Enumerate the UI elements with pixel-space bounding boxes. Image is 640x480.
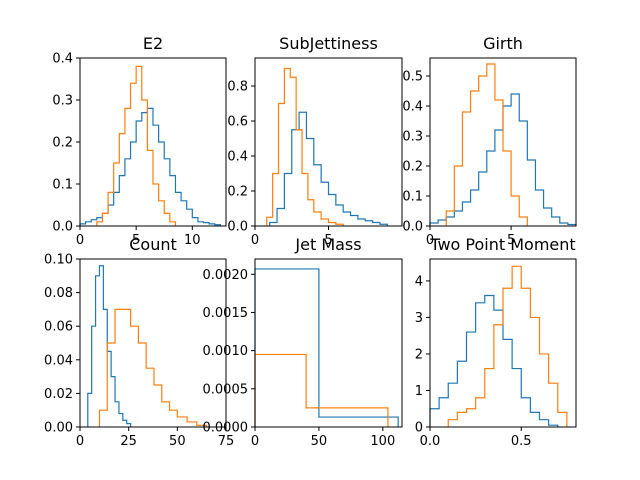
histogram-series-2 bbox=[447, 265, 568, 427]
histogram-series-1 bbox=[87, 265, 132, 427]
y-tick-label: 0.10 bbox=[44, 253, 73, 268]
x-tick-label: 75 bbox=[218, 434, 235, 449]
y-tick-label: 0.2 bbox=[402, 160, 423, 175]
y-tick-label: 0.0005 bbox=[203, 382, 249, 397]
y-tick-label: 0.0020 bbox=[203, 268, 249, 283]
x-tick-label: 0.0 bbox=[420, 434, 441, 449]
axes-frame bbox=[254, 258, 403, 428]
y-tick-label: 0.1 bbox=[52, 178, 73, 193]
y-tick-label: 0.0 bbox=[52, 220, 73, 235]
y-tick-label: 4 bbox=[415, 274, 423, 289]
y-tick-label: 0.04 bbox=[44, 353, 73, 368]
y-tick-label: 0.1 bbox=[402, 190, 423, 205]
subplot-title: Girth bbox=[483, 34, 523, 53]
x-tick-label: 10 bbox=[184, 233, 201, 248]
y-tick-label: 0.0015 bbox=[203, 306, 249, 321]
y-tick-label: 0.0000 bbox=[203, 421, 249, 436]
histogram-series-2 bbox=[96, 65, 177, 226]
y-tick-label: 0.0 bbox=[402, 220, 423, 235]
subplot-title: E2 bbox=[143, 34, 163, 53]
subplot-2: 0 5 0.0 0.2 0.4 0.6 0.8 SubJettiness bbox=[227, 34, 403, 248]
x-tick-label: 0.5 bbox=[511, 434, 532, 449]
x-tick-label: 0 bbox=[251, 233, 259, 248]
x-tick-label: 50 bbox=[311, 434, 328, 449]
histogram-series-2 bbox=[254, 353, 389, 427]
y-tick-label: 0.4 bbox=[227, 150, 248, 165]
histogram-series-2 bbox=[445, 63, 528, 226]
axes-frame bbox=[429, 258, 577, 428]
y-tick-label: 0.6 bbox=[227, 115, 248, 130]
histogram-series-1 bbox=[254, 268, 399, 427]
subplot-title: Jet Mass bbox=[294, 235, 361, 254]
subplot-title: Two Point Moment bbox=[429, 235, 575, 254]
axes-frame bbox=[429, 57, 577, 227]
y-tick-label: 1 bbox=[415, 384, 423, 399]
y-tick-label: 0.5 bbox=[402, 70, 423, 85]
histogram-series-1 bbox=[79, 107, 221, 226]
y-tick-label: 0.4 bbox=[52, 52, 73, 67]
subplot-3: 0 5 0.0 0.1 0.2 0.3 0.4 0.5 Girth bbox=[402, 34, 577, 248]
x-tick-label: 0 bbox=[251, 434, 259, 449]
histogram-series-2 bbox=[266, 67, 344, 226]
subplot-6: 0.0 0.5 0 1 2 3 4 Two Point Moment bbox=[415, 235, 577, 449]
histogram-series-1 bbox=[269, 111, 388, 226]
y-tick-label: 0.8 bbox=[227, 80, 248, 95]
subplot-title: Count bbox=[129, 235, 177, 254]
axes-frame bbox=[254, 57, 403, 227]
y-tick-label: 0.06 bbox=[44, 320, 73, 335]
x-tick-label: 0 bbox=[76, 233, 84, 248]
y-tick-label: 0.02 bbox=[44, 387, 73, 402]
subplot-5: 0 50 1000.00000.00050.00100.00150.0020Jet … bbox=[203, 235, 403, 449]
subplot-1: 0 5 10 0.0 0.1 0.2 0.3 0.4 E2 bbox=[52, 34, 227, 248]
histogram-series-1 bbox=[429, 294, 559, 427]
x-tick-label: 50 bbox=[169, 434, 186, 449]
y-tick-label: 0.4 bbox=[402, 100, 423, 115]
axes-frame bbox=[79, 57, 227, 227]
x-tick-label: 100 bbox=[370, 434, 395, 449]
y-tick-label: 0.3 bbox=[402, 130, 423, 145]
x-tick-label: 0 bbox=[426, 233, 434, 248]
y-tick-label: 0.00 bbox=[44, 421, 73, 436]
y-tick-label: 0.0 bbox=[227, 220, 248, 235]
y-tick-label: 0.2 bbox=[52, 136, 73, 151]
histogram-series-2 bbox=[98, 308, 208, 427]
y-tick-label: 2 bbox=[415, 347, 423, 362]
axes-frame bbox=[79, 258, 227, 428]
y-tick-label: 0.3 bbox=[52, 94, 73, 109]
y-tick-label: 3 bbox=[415, 311, 423, 326]
y-tick-label: 0.2 bbox=[227, 185, 248, 200]
y-tick-label: 0.08 bbox=[44, 286, 73, 301]
x-tick-label: 5 bbox=[507, 233, 515, 248]
x-tick-label: 5 bbox=[324, 233, 332, 248]
x-tick-label: 0 bbox=[76, 434, 84, 449]
subplot-title: SubJettiness bbox=[279, 34, 378, 53]
y-tick-label: 0 bbox=[415, 421, 423, 436]
y-tick-label: 0.0010 bbox=[203, 344, 249, 359]
x-tick-label: 5 bbox=[132, 233, 140, 248]
x-tick-label: 25 bbox=[120, 434, 137, 449]
